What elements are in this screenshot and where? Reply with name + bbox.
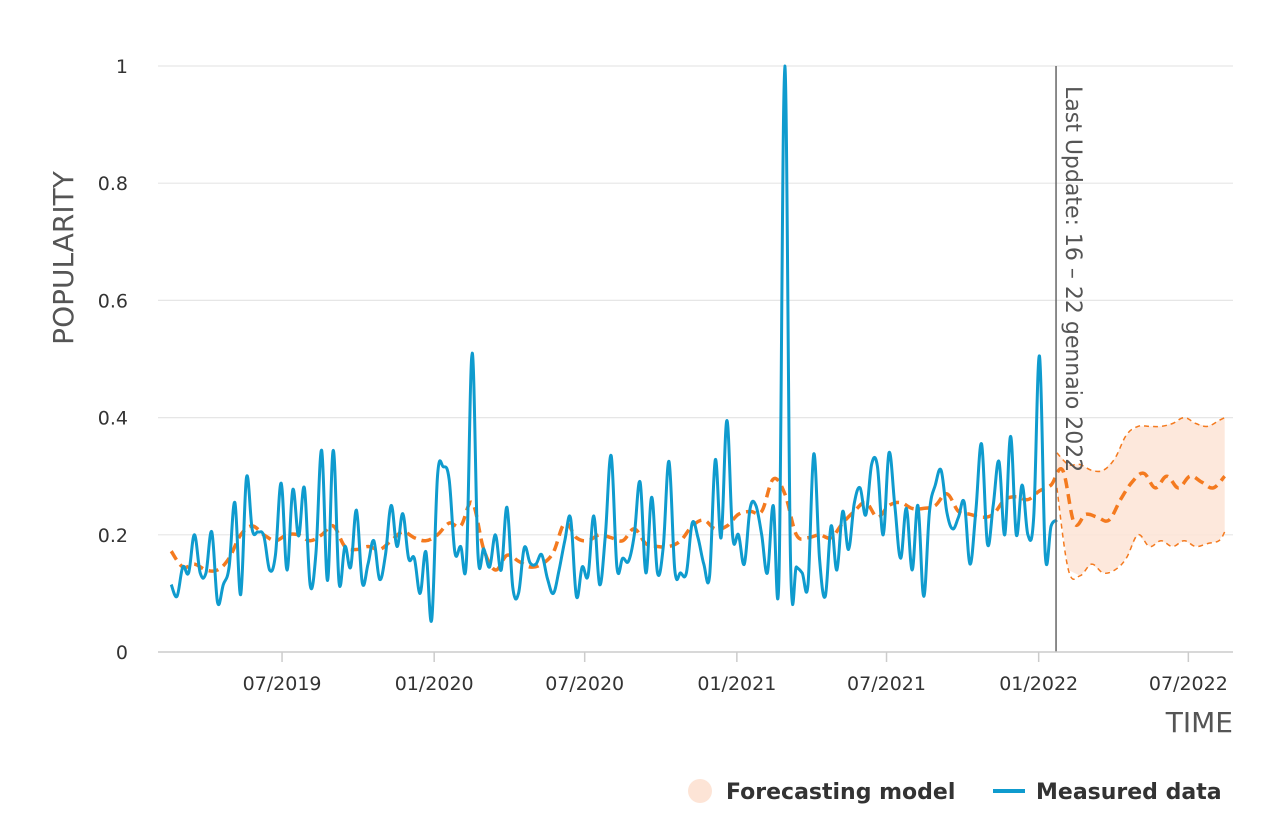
legend-item-measured-data[interactable]: Measured data (993, 780, 1222, 805)
legend: Forecasting model Measured data (688, 779, 1222, 805)
grid (158, 65, 1233, 536)
x-tick-label: 01/2022 (999, 673, 1078, 695)
last-update-label: Last Update: 16 – 22 gennaio 2022 (1060, 86, 1085, 472)
forecast-band-layer (1056, 416, 1226, 580)
legend-item-forecasting-model[interactable]: Forecasting model (688, 779, 955, 805)
forecast-line[interactable] (169, 467, 1227, 573)
legend-label-forecast: Forecasting model (726, 780, 955, 805)
annotation-layer: Last Update: 16 – 22 gennaio 2022 (1055, 66, 1085, 652)
legend-swatch-forecast (688, 779, 712, 803)
x-axis-title: TIME (1165, 706, 1233, 739)
y-tick-label: 0.6 (98, 290, 128, 312)
y-tick-label: 0 (116, 642, 128, 664)
forecast-lower-bound (1056, 487, 1226, 580)
x-tick-label: 07/2020 (545, 673, 624, 695)
x-tick-label: 07/2021 (847, 673, 926, 695)
forecast-confidence-band (1056, 417, 1225, 576)
y-tick-label: 1 (116, 56, 128, 78)
y-axis-ticks: 0 0.2 0.4 0.6 0.8 1 (98, 56, 128, 664)
x-tick-label: 07/2019 (243, 673, 322, 695)
y-tick-label: 0.4 (98, 408, 128, 430)
x-tick-label: 01/2021 (697, 673, 776, 695)
x-axis-ticks: 07/2019 01/2020 07/2020 01/2021 07/2021 01/20… (243, 652, 1228, 695)
y-axis-title: POPULARITY (47, 170, 80, 345)
y-tick-label: 0.2 (98, 525, 128, 547)
x-tick-label: 07/2022 (1149, 673, 1228, 695)
measured-line[interactable] (169, 64, 1058, 623)
legend-label-measured: Measured data (1036, 780, 1222, 805)
x-tick-label: 01/2020 (395, 673, 474, 695)
series-lines (169, 64, 1227, 623)
y-tick-label: 0.8 (98, 173, 128, 195)
